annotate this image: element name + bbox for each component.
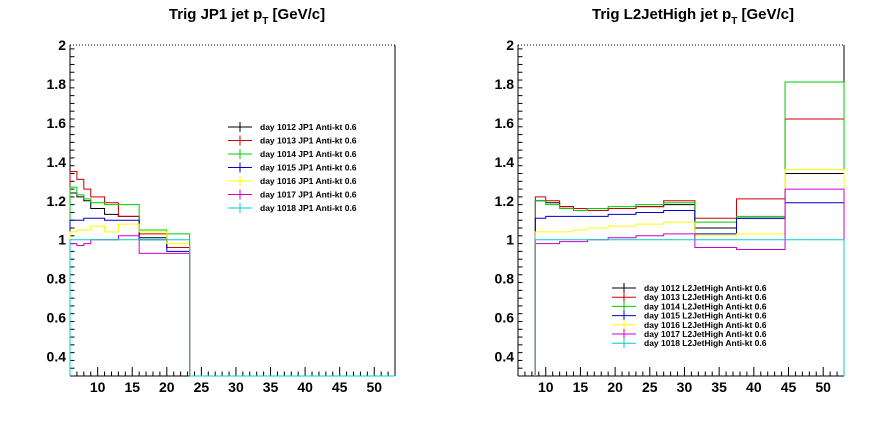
x-tick-label: 35 — [263, 379, 279, 395]
x-tick-label: 45 — [332, 379, 348, 395]
legend-entry-label: day 1014 JP1 Anti-kt 0.6 — [260, 149, 357, 159]
series-line-3 — [534, 81, 845, 376]
x-tick-label: 20 — [159, 379, 175, 395]
y-tick-label: 0.6 — [47, 310, 67, 326]
legend-entry-label: day 1012 JP1 Anti-kt 0.6 — [260, 122, 357, 132]
legend-entry-label: day 1013 L2JetHigh Anti-kt 0.6 — [644, 292, 767, 302]
x-tick-label: 10 — [538, 379, 554, 395]
chart-panel-2: Trig L2JetHigh jet pT [GeV/c] 0.4 0.6 0.8 1 1… — [495, 6, 845, 395]
x-tick-label: 30 — [228, 379, 244, 395]
series-line-2 — [534, 118, 845, 376]
chart-title-main: Trig L2JetHigh jet p — [592, 6, 731, 23]
y-tick-label: 1.8 — [495, 76, 515, 92]
x-tick-label: 20 — [607, 379, 623, 395]
legend-entry-label: day 1017 JP1 Anti-kt 0.6 — [260, 190, 357, 200]
y-tick-label: 2 — [58, 37, 66, 53]
series-line-6 — [69, 235, 395, 377]
legend-entry-label: day 1016 L2JetHigh Anti-kt 0.6 — [644, 320, 767, 330]
y-tick-label: 1 — [506, 232, 514, 248]
y-tick-label: 0.8 — [47, 271, 67, 287]
chart-title-subscript: T — [731, 16, 737, 27]
series-line-4 — [69, 217, 395, 377]
series-line-3 — [69, 186, 395, 377]
x-tick-label: 15 — [124, 379, 140, 395]
chart-title-tail: [GeV/c] — [737, 6, 794, 23]
y-tick-label: 1.6 — [495, 115, 515, 131]
series-line-7 — [534, 239, 845, 376]
chart-title-main: Trig JP1 jet p — [169, 6, 262, 23]
legend-entry-label: day 1012 L2JetHigh Anti-kt 0.6 — [644, 283, 767, 293]
legend-entry-label: day 1015 JP1 Anti-kt 0.6 — [260, 163, 357, 173]
series-line-4 — [534, 202, 845, 376]
chart-title: Trig JP1 jet pT [GeV/c] — [169, 6, 325, 27]
series-line-5 — [534, 169, 845, 376]
x-tick-label: 45 — [781, 379, 797, 395]
legend-entry-label: day 1018 L2JetHigh Anti-kt 0.6 — [644, 338, 767, 348]
x-tick-label: 40 — [297, 379, 313, 395]
chart-title-subscript: T — [262, 16, 268, 27]
y-tick-label: 1.8 — [47, 76, 67, 92]
legend-entry-label: day 1017 L2JetHigh Anti-kt 0.6 — [644, 329, 767, 339]
y-tick-label: 1.6 — [47, 115, 67, 131]
y-tick-label: 0.8 — [495, 271, 515, 287]
x-tick-label: 50 — [366, 379, 382, 395]
y-tick-label: 1.4 — [495, 154, 515, 170]
x-tick-label: 35 — [711, 379, 727, 395]
legend-entry-label: day 1013 JP1 Anti-kt 0.6 — [260, 136, 357, 146]
series-line-6 — [534, 188, 845, 376]
x-tick-label: 30 — [677, 379, 693, 395]
series-line-7 — [69, 239, 395, 377]
legend-entry-label: day 1015 L2JetHigh Anti-kt 0.6 — [644, 311, 767, 321]
chart-title: Trig L2JetHigh jet pT [GeV/c] — [592, 6, 794, 27]
x-tick-label: 25 — [194, 379, 210, 395]
y-tick-label: 1.2 — [47, 193, 67, 209]
chart-panel-1: Trig JP1 jet pT [GeV/c] 0.4 0.6 0.8 1 1.2 1.4 1… — [47, 6, 396, 395]
series-line-5 — [69, 223, 395, 377]
y-tick-label: 0.6 — [495, 310, 515, 326]
y-tick-label: 0.4 — [495, 349, 515, 365]
y-tick-label: 1 — [58, 232, 66, 248]
legend-entry-label: day 1018 JP1 Anti-kt 0.6 — [260, 203, 357, 213]
x-tick-label: 40 — [746, 379, 762, 395]
x-tick-label: 15 — [573, 379, 589, 395]
legend-entry-label: day 1016 JP1 Anti-kt 0.6 — [260, 176, 357, 186]
x-tick-label: 50 — [815, 379, 831, 395]
x-tick-label: 25 — [642, 379, 658, 395]
legend: day 1012 JP1 Anti-kt 0.6 day 1013 JP1 Ant… — [228, 122, 357, 213]
y-tick-label: 1.4 — [47, 154, 67, 170]
y-tick-label: 2 — [506, 37, 514, 53]
chart-title-tail: [GeV/c] — [268, 6, 325, 23]
x-tick-label: 10 — [90, 379, 106, 395]
legend-entry-label: day 1014 L2JetHigh Anti-kt 0.6 — [644, 301, 767, 311]
y-tick-label: 1.2 — [495, 193, 515, 209]
y-tick-label: 0.4 — [47, 349, 67, 365]
